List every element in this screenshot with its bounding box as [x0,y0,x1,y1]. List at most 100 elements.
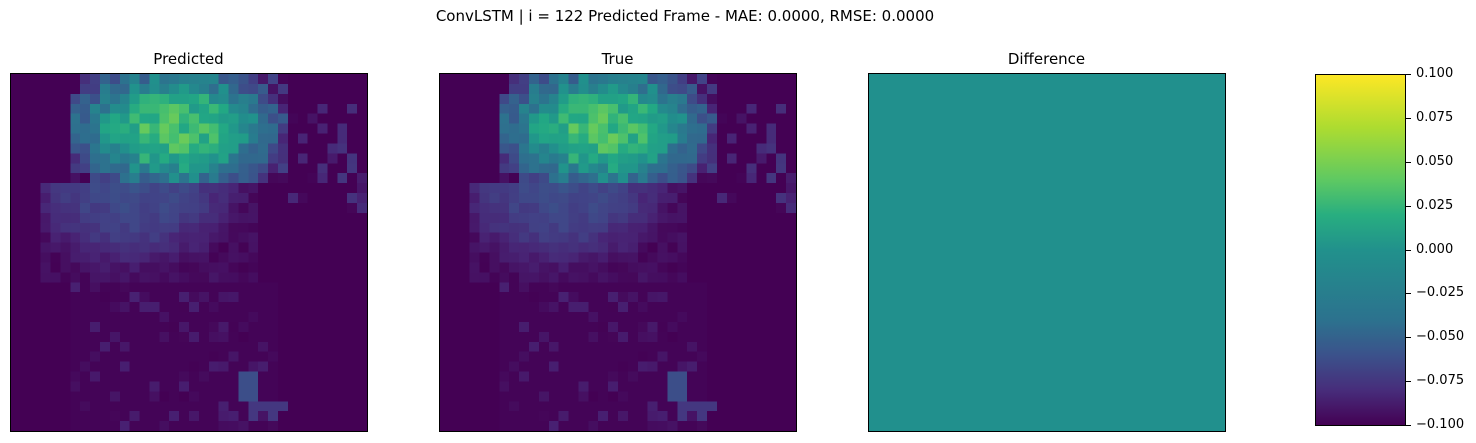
heatmap-cell [459,183,470,194]
heatmap-cell [317,401,328,412]
heatmap-cell [716,83,727,95]
heatmap-cell [558,133,569,144]
heatmap-cell [479,351,490,362]
heatmap-cell [109,351,120,362]
heatmap-cell [109,163,120,174]
heatmap-cell [509,282,520,293]
heatmap-cell [509,183,520,194]
heatmap-cell [228,222,239,233]
heatmap-cell [538,103,549,114]
heatmap-cell [11,302,22,313]
heatmap-cell [100,391,111,402]
heatmap-cell [509,113,520,124]
heatmap-cell [30,173,41,184]
heatmap-cell [238,173,249,184]
heatmap-cell [169,292,180,303]
heatmap-cell [746,361,757,372]
heatmap-cell [327,93,338,104]
heatmap-cell [317,381,328,392]
heatmap-cell [687,272,698,283]
heatmap-cell [139,133,150,144]
heatmap-cell [129,103,140,114]
heatmap-cell [50,262,61,273]
heatmap-cell [627,351,638,362]
heatmap-cell [109,242,120,253]
heatmap-cell [529,351,540,362]
heatmap-cell [697,292,708,303]
heatmap-cell [278,351,289,362]
heatmap-cell [618,232,629,243]
heatmap-cell [218,133,229,144]
heatmap-cell [287,292,298,303]
heatmap-cell [588,93,599,104]
heatmap-cell [697,282,708,293]
heatmap-cell [50,133,61,144]
heatmap-cell [647,183,658,194]
heatmap-cell [357,421,367,431]
heatmap-cell [11,351,22,362]
heatmap-cell [568,391,579,402]
heatmap-cell [529,292,540,303]
heatmap-cell [667,183,678,194]
heatmap-cell [479,312,490,323]
heatmap-cell [440,351,451,362]
heatmap-cell [776,331,787,342]
heatmap-cell [469,232,480,243]
heatmap-cell [238,312,249,323]
heatmap-cell [30,421,41,431]
heatmap-cell [139,202,150,214]
heatmap-cell [509,123,520,134]
heatmap-cell [60,113,71,124]
heatmap-cell [327,331,338,342]
heatmap-cell [687,331,698,342]
heatmap-cell [746,321,757,333]
heatmap-cell [459,103,470,114]
heatmap-cell [746,371,757,382]
heatmap-cell [667,302,678,313]
heatmap-cell [726,421,737,431]
heatmap-cell [618,292,629,303]
heatmap-cell [228,133,239,144]
heatmap-cell [11,312,22,323]
heatmap-cell [756,193,767,204]
heatmap-cell [189,312,200,323]
heatmap-cell [90,371,101,382]
heatmap-cell [647,391,658,402]
heatmap-cell [159,331,170,342]
heatmap-cell [258,302,269,313]
heatmap-cell [558,262,569,273]
heatmap-cell [109,113,120,124]
heatmap-cell [109,202,120,214]
heatmap-cell [347,212,358,223]
heatmap-cell [268,183,279,194]
heatmap-cell [440,222,451,233]
heatmap-cell [489,123,500,134]
heatmap-cell [40,113,51,124]
heatmap-cell [618,282,629,293]
heatmap-cell [618,272,629,283]
true-heatmap-svg [440,74,796,431]
heatmap-cell [578,331,589,342]
heatmap-cell [786,252,796,263]
heatmap-cell [459,371,470,382]
heatmap-cell [756,272,767,283]
colorbar-tick-label: −0.025 [1416,285,1465,301]
heatmap-cell [627,262,638,273]
heatmap-cell [469,361,480,372]
heatmap-cell [647,113,658,124]
heatmap-cell [538,83,549,95]
heatmap-cell [159,123,170,134]
heatmap-cell [169,183,180,194]
heatmap-cell [707,133,718,144]
heatmap-cell [637,93,648,104]
heatmap-cell [90,163,101,174]
heatmap-cell [489,133,500,144]
heatmap-cell [479,282,490,293]
heatmap-cell [50,321,61,333]
heatmap-cell [70,262,81,273]
heatmap-cell [588,351,599,362]
heatmap-cell [627,371,638,382]
heatmap-cell [726,321,737,333]
heatmap-cell [776,252,787,263]
heatmap-cell [20,153,31,164]
